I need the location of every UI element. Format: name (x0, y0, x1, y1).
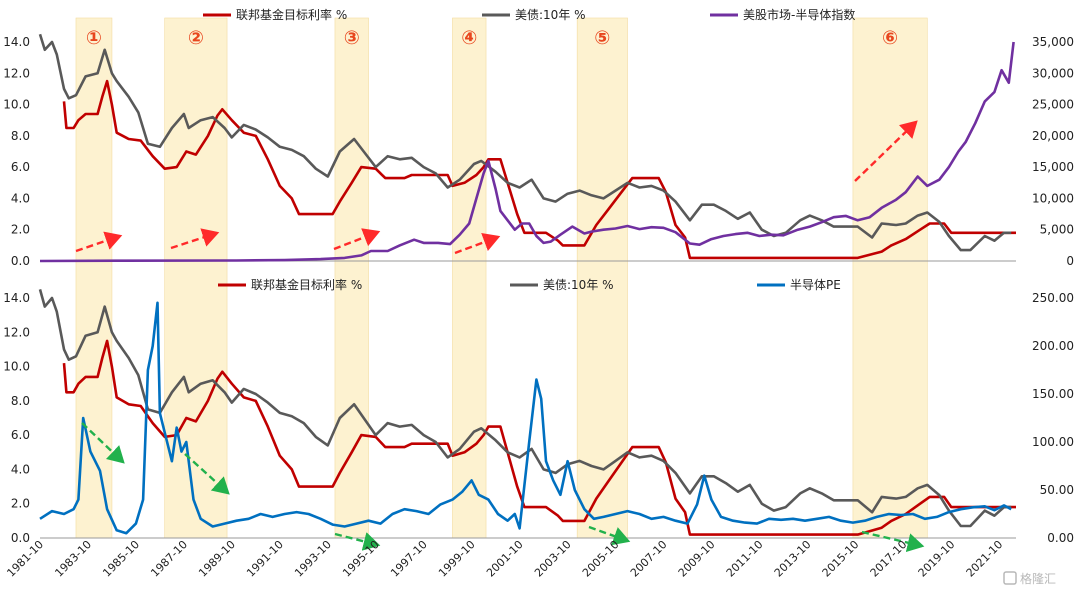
x-tick-label: 1999-10 (436, 538, 478, 580)
left-tick-label: 2.0 (11, 497, 30, 511)
left-tick-label: 6.0 (11, 160, 30, 174)
watermark: 格隆汇 (1020, 571, 1056, 586)
x-tick-label: 1993-10 (292, 538, 334, 580)
period-badge-5: ⑤ (594, 27, 610, 49)
right-tick-label: 10,000 (1032, 191, 1074, 205)
right-tick-label: 100.00 (1032, 435, 1074, 449)
trend-arrow-down-2 (184, 453, 230, 495)
trend-arrow-down-1 (81, 422, 125, 464)
x-tick-label: 1995-10 (340, 538, 382, 580)
series-line-panel-1-3 (39, 41, 1015, 263)
right-tick-label: 20,000 (1032, 129, 1074, 143)
left-tick-label: 8.0 (11, 129, 30, 143)
x-tick-label: 2015-10 (820, 538, 862, 580)
x-tick-label: 2019-10 (916, 538, 958, 580)
trend-arrow-down-4 (588, 525, 631, 546)
x-tick-label: 2021-10 (964, 538, 1006, 580)
trend-arrow-up-2 (170, 228, 220, 250)
period-badge-1: ① (86, 27, 102, 49)
x-tick-label: 1983-10 (52, 538, 94, 580)
trend-arrow-up-3 (333, 228, 381, 251)
series-line-panel-2-1 (62, 339, 1016, 536)
period-band-6 (852, 17, 928, 539)
right-tick-label: 250.00 (1032, 291, 1074, 305)
series-line-panel-1-2 (38, 33, 1012, 252)
legend-entry: 联邦基金目标利率 % (251, 277, 362, 292)
trend-arrow-down-3 (334, 532, 381, 551)
x-tick-label: 1985-10 (100, 538, 142, 580)
trend-arrows (75, 120, 925, 553)
period-badges: ① ② ③ ④ ⑤ ⑥ (86, 27, 898, 49)
legend-entry: 半导体PE (790, 278, 841, 292)
period-badge-6: ⑥ (882, 27, 898, 49)
x-tick-label: 2007-10 (628, 538, 670, 580)
x-tick-label: 2011-10 (724, 538, 766, 580)
left-tick-label: 0.0 (11, 254, 30, 268)
axes: 0.0 2.0 4.0 6.0 8.0 10.0 12.0 14.0 0 5,000 10,000 1… (3, 35, 1074, 545)
x-axis-tick-labels: 1981-10 1983-10 1985-10 1987-10 1989-10 1991-… (4, 538, 1005, 580)
right-tick-label: 35,000 (1032, 35, 1074, 49)
legend-entry: 美股市场-半导体指数 (743, 7, 855, 22)
right-tick-label: 200.00 (1032, 339, 1074, 353)
legend-entry: 美债:10年 % (543, 278, 614, 292)
right-tick-label: 25,000 (1032, 98, 1074, 112)
watermark-logo-icon (1003, 571, 1017, 585)
x-tick-label: 1987-10 (148, 538, 190, 580)
right-tick-label: 150.00 (1032, 387, 1074, 401)
x-tick-label: 2009-10 (676, 538, 718, 580)
x-tick-label: 2013-10 (772, 538, 814, 580)
trend-arrow-up-1 (75, 231, 123, 253)
x-tick-label: 2001-10 (484, 538, 526, 580)
series-line-panel-2-3 (39, 301, 1012, 535)
period-band-3 (334, 17, 369, 539)
watermark-group: 格隆汇 (1003, 571, 1056, 586)
right-tick-label: 30,000 (1032, 66, 1074, 80)
period-badge-3: ③ (344, 27, 360, 49)
x-tick-label: 2005-10 (580, 538, 622, 580)
x-tick-label: 2003-10 (532, 538, 574, 580)
left-tick-label: 4.0 (11, 191, 30, 205)
left-tick-label: 12.0 (3, 325, 30, 339)
left-tick-label: 10.0 (3, 98, 30, 112)
left-tick-label: 14.0 (3, 291, 30, 305)
right-tick-label: 0.00 (1047, 531, 1074, 545)
right-tick-label: 50.00 (1040, 483, 1074, 497)
x-tick-label: 1997-10 (388, 538, 430, 580)
right-tick-label: 5,000 (1040, 223, 1074, 237)
period-badge-2: ② (188, 27, 204, 49)
right-tick-label: 0 (1066, 254, 1074, 268)
right-tick-label: 15,000 (1032, 160, 1074, 174)
left-tick-label: 2.0 (11, 223, 30, 237)
x-tick-label: 1989-10 (196, 538, 238, 580)
left-tick-label: 12.0 (3, 66, 30, 80)
left-tick-label: 10.0 (3, 360, 30, 374)
left-tick-label: 6.0 (11, 428, 30, 442)
left-tick-label: 14.0 (3, 35, 30, 49)
legend-entry: 美债:10年 % (515, 8, 586, 22)
left-tick-label: 8.0 (11, 394, 30, 408)
legend-entry: 联邦基金目标利率 % (236, 7, 347, 22)
trend-arrow-up-5 (854, 120, 918, 182)
series-line-panel-1-1 (62, 79, 1016, 260)
left-tick-label: 0.0 (11, 531, 30, 545)
x-tick-label: 2017-10 (868, 538, 910, 580)
period-band-5 (576, 17, 628, 539)
period-band-2 (164, 17, 228, 539)
series-lines (38, 33, 1016, 536)
series-line-panel-2-2 (38, 289, 1012, 528)
trend-arrow-up-4 (454, 233, 501, 255)
x-tick-label: 1991-10 (244, 538, 286, 580)
period-badge-4: ④ (461, 27, 477, 49)
period-band-4 (452, 17, 487, 539)
left-tick-label: 4.0 (11, 462, 30, 476)
